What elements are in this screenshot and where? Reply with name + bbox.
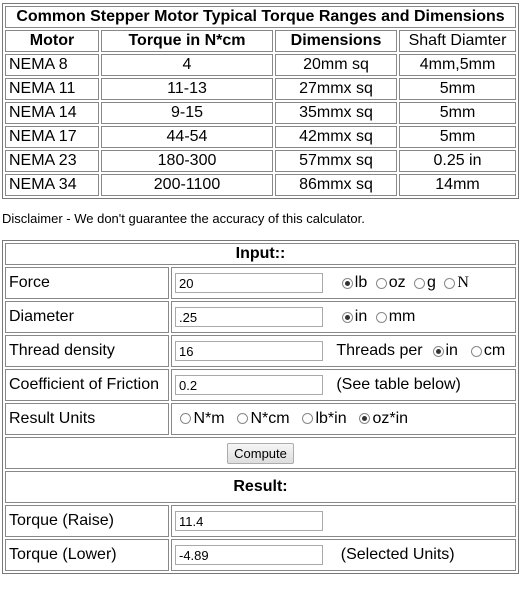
torque-raise-row: Torque (Raise)	[5, 505, 516, 537]
compute-cell: Compute	[5, 437, 516, 469]
force-input[interactable]	[175, 273, 323, 293]
diameter-unit-mm-label: mm	[388, 308, 416, 325]
diameter-unit-in-radio[interactable]	[341, 311, 353, 323]
result-unit-nm-radio[interactable]	[180, 413, 192, 425]
motor-cell: NEMA 23	[5, 150, 99, 172]
table-row: NEMA 14 9-15 35mmx sq 5mm	[5, 102, 516, 124]
shaft-cell: 14mm	[399, 174, 516, 196]
force-unit-oz-radio[interactable]	[375, 277, 387, 289]
dimensions-cell: 86mmx sq	[275, 174, 397, 196]
torque-cell: 200-1100	[101, 174, 273, 196]
motor-cell: NEMA 8	[5, 54, 99, 76]
torque-lower-label: Torque (Lower)	[5, 539, 169, 571]
friction-row: Coefficient of Friction (See table below…	[5, 369, 516, 401]
result-unit-lbin-label: lb*in	[315, 409, 347, 427]
friction-input[interactable]	[175, 375, 323, 395]
shaft-cell: 4mm,5mm	[399, 54, 516, 76]
torque-cell: 44-54	[101, 126, 273, 148]
diameter-unit-mm-radio[interactable]	[375, 311, 387, 323]
motor-cell: NEMA 17	[5, 126, 99, 148]
col-header-shaft: Shaft Diamter	[399, 30, 516, 52]
col-header-torque: Torque in N*cm	[101, 30, 273, 52]
torque-lower-row: Torque (Lower) (Selected Units)	[5, 539, 516, 571]
table-caption: Common Stepper Motor Typical Torque Rang…	[5, 6, 516, 28]
dimensions-cell: 27mmx sq	[275, 78, 397, 100]
dimensions-cell: 42mmx sq	[275, 126, 397, 148]
torque-raise-label: Torque (Raise)	[5, 505, 169, 537]
force-row: Force lb oz g N	[5, 267, 516, 299]
thread-label: Thread density	[5, 335, 169, 367]
torque-cell: 4	[101, 54, 273, 76]
torque-raise-output[interactable]	[175, 511, 323, 531]
thread-unit-in-label: in	[445, 342, 458, 359]
motor-cell: NEMA 11	[5, 78, 99, 100]
shaft-cell: 5mm	[399, 78, 516, 100]
result-header: Result:	[5, 471, 516, 503]
force-unit-n-label: N	[457, 274, 469, 291]
threads-per-label: Threads per	[336, 342, 423, 359]
result-unit-ncm-label: N*cm	[250, 409, 290, 427]
motor-cell: NEMA 14	[5, 102, 99, 124]
result-unit-ozin-radio[interactable]	[359, 413, 371, 425]
dimensions-cell: 20mm sq	[275, 54, 397, 76]
torque-cell: 180-300	[101, 150, 273, 172]
motor-cell: NEMA 34	[5, 174, 99, 196]
friction-note: (See table below)	[336, 376, 461, 393]
thread-row: Thread density Threads per in cm	[5, 335, 516, 367]
shaft-cell: 0.25 in	[399, 150, 516, 172]
thread-unit-in-radio[interactable]	[432, 345, 444, 357]
stepper-motor-table: Common Stepper Motor Typical Torque Rang…	[2, 3, 519, 199]
thread-input[interactable]	[175, 341, 323, 361]
result-units-label: Result Units	[5, 403, 169, 435]
thread-unit-cm-label: cm	[483, 342, 506, 359]
torque-calculator: Input:: Force lb oz g N Diameter in mm T…	[2, 240, 519, 574]
diameter-label: Diameter	[5, 301, 169, 333]
result-unit-ncm-radio[interactable]	[237, 413, 249, 425]
result-unit-nm-label: N*m	[193, 409, 225, 427]
torque-cell: 11-13	[101, 78, 273, 100]
force-unit-oz-label: oz	[388, 274, 406, 291]
torque-lower-output[interactable]	[175, 545, 323, 565]
result-units-row: Result Units N*m N*cm lb*in oz*in	[5, 403, 516, 435]
force-unit-lb-label: lb	[354, 274, 368, 291]
force-unit-n-radio[interactable]	[444, 277, 456, 289]
friction-label: Coefficient of Friction	[5, 369, 169, 401]
col-header-dimensions: Dimensions	[275, 30, 397, 52]
thread-unit-cm-radio[interactable]	[470, 345, 482, 357]
torque-cell: 9-15	[101, 102, 273, 124]
diameter-row: Diameter in mm	[5, 301, 516, 333]
dimensions-cell: 57mmx sq	[275, 150, 397, 172]
selected-units-note: (Selected Units)	[340, 546, 455, 563]
table-row: NEMA 34 200-1100 86mmx sq 14mm	[5, 174, 516, 196]
table-row: NEMA 8 4 20mm sq 4mm,5mm	[5, 54, 516, 76]
result-unit-lbin-radio[interactable]	[302, 413, 314, 425]
table-row: NEMA 11 11-13 27mmx sq 5mm	[5, 78, 516, 100]
force-unit-lb-radio[interactable]	[341, 277, 353, 289]
table-header-row: Motor Torque in N*cm Dimensions Shaft Di…	[5, 30, 516, 52]
diameter-unit-in-label: in	[354, 308, 368, 325]
result-unit-ozin-label: oz*in	[372, 409, 409, 427]
input-header: Input::	[5, 243, 516, 265]
table-row: NEMA 23 180-300 57mmx sq 0.25 in	[5, 150, 516, 172]
shaft-cell: 5mm	[399, 102, 516, 124]
force-unit-g-radio[interactable]	[414, 277, 426, 289]
dimensions-cell: 35mmx sq	[275, 102, 397, 124]
force-label: Force	[5, 267, 169, 299]
col-header-motor: Motor	[5, 30, 99, 52]
compute-button[interactable]: Compute	[227, 442, 294, 464]
force-unit-g-label: g	[427, 274, 436, 291]
table-row: NEMA 17 44-54 42mmx sq 5mm	[5, 126, 516, 148]
disclaimer-text: Disclaimer - We don't guarantee the accu…	[2, 211, 365, 226]
shaft-cell: 5mm	[399, 126, 516, 148]
diameter-input[interactable]	[175, 307, 323, 327]
